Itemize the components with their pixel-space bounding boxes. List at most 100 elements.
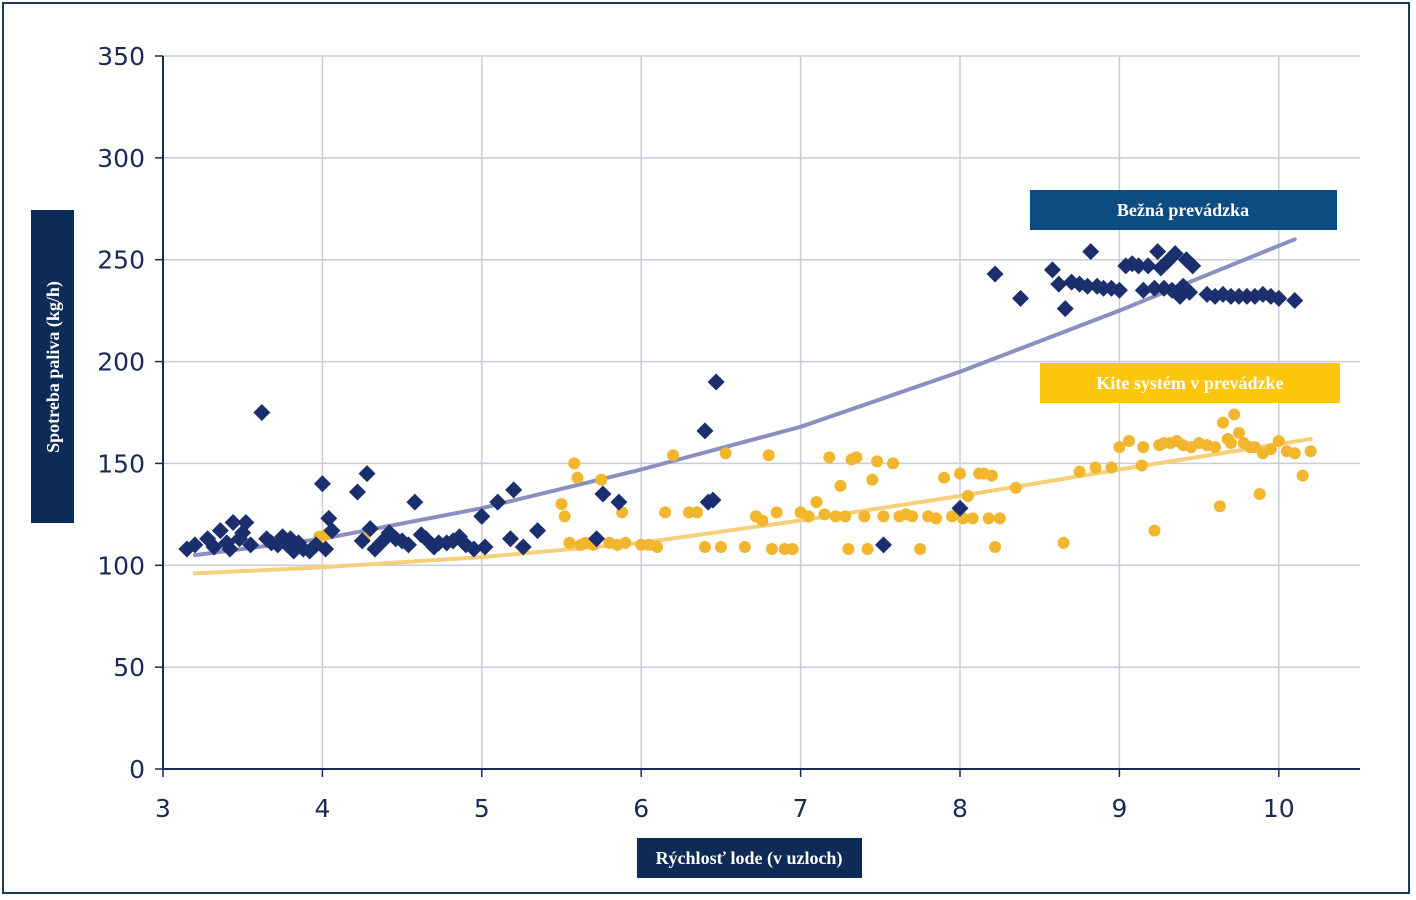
data-point-diamond — [1130, 257, 1148, 275]
data-point-circle — [858, 510, 871, 523]
data-point-circle — [954, 467, 966, 480]
data-point-diamond — [1184, 257, 1202, 275]
data-point-circle — [563, 536, 576, 549]
data-point-diamond — [323, 522, 341, 540]
data-point-diamond — [588, 530, 606, 548]
data-point-circle — [1224, 437, 1237, 450]
y-axis-label: Spotreba paliva (kg/h) — [43, 281, 64, 453]
data-point-circle — [558, 510, 571, 523]
data-point-diamond — [406, 493, 424, 511]
data-point-circle — [1148, 524, 1161, 537]
data-point-diamond — [529, 522, 547, 540]
data-point-diamond — [1270, 289, 1288, 307]
y-tick-label: 150 — [97, 449, 145, 478]
data-point-diamond — [1056, 300, 1074, 318]
data-point-diamond — [1012, 289, 1030, 307]
trend-line-1 — [192, 437, 1313, 576]
data-point-diamond — [476, 538, 494, 556]
data-point-circle — [738, 540, 751, 553]
data-point-diamond — [1139, 257, 1157, 275]
data-point-circle — [1089, 461, 1102, 474]
data-point-circle — [802, 510, 815, 523]
data-point-diamond — [237, 514, 255, 532]
data-point-circle — [1296, 469, 1309, 482]
data-point-circle — [871, 455, 884, 468]
data-point-diamond — [1079, 277, 1097, 295]
data-point-diamond — [704, 491, 722, 509]
data-point-diamond — [186, 536, 204, 554]
data-point-diamond — [1149, 243, 1167, 261]
data-point-circle — [946, 510, 959, 523]
data-point-circle — [818, 508, 831, 521]
data-point-circle — [1009, 481, 1022, 494]
x-tick-label: 6 — [633, 794, 649, 823]
data-point-circle — [1253, 487, 1266, 500]
data-point-circle — [762, 449, 775, 462]
data-point-circle — [1137, 441, 1150, 454]
x-tick-label: 10 — [1263, 794, 1295, 823]
data-point-diamond — [317, 540, 335, 558]
y-tick-label: 0 — [129, 755, 145, 784]
legend-normal-swatch — [1030, 190, 1337, 230]
data-point-circle — [690, 506, 703, 519]
y-tick-label: 50 — [113, 653, 145, 682]
data-point-circle — [850, 451, 863, 464]
data-point-diamond — [253, 404, 271, 421]
data-point-diamond — [501, 530, 519, 548]
data-point-circle — [1228, 408, 1241, 421]
data-point-circle — [961, 490, 974, 503]
data-point-circle — [982, 512, 995, 525]
data-point-diamond — [358, 465, 376, 483]
data-point-circle — [839, 510, 852, 523]
data-point-circle — [914, 542, 927, 555]
y-tick-label: 300 — [97, 144, 145, 173]
data-point-diamond — [489, 493, 507, 511]
data-point-diamond — [353, 532, 371, 550]
data-point-circle — [571, 471, 584, 484]
x-tick-label: 4 — [314, 794, 330, 823]
data-points — [178, 243, 1317, 560]
data-point-circle — [877, 510, 890, 523]
data-point-circle — [930, 512, 943, 525]
y-tick-label: 200 — [97, 348, 145, 377]
data-point-circle — [619, 536, 632, 549]
data-point-diamond — [696, 422, 714, 440]
axes — [155, 55, 1360, 777]
data-point-diamond — [361, 520, 379, 538]
grid-lines — [163, 55, 1360, 769]
data-point-diamond — [514, 538, 532, 556]
trend-line-0 — [192, 237, 1297, 558]
data-point-circle — [555, 498, 568, 511]
x-axis-label: Rýchlosť lode (v uzloch) — [656, 848, 843, 869]
data-point-diamond — [1134, 281, 1152, 299]
data-point-circle — [1073, 465, 1086, 478]
y-tick-label: 350 — [97, 42, 145, 71]
data-point-circle — [1272, 435, 1285, 448]
data-point-circle — [1288, 447, 1301, 460]
data-point-circle — [698, 540, 711, 553]
data-point-diamond — [473, 507, 491, 525]
data-point-diamond — [951, 499, 969, 517]
data-point-diamond — [1110, 281, 1128, 299]
data-point-circle — [1232, 426, 1245, 439]
data-point-circle — [823, 451, 836, 464]
data-point-diamond — [320, 509, 338, 527]
data-point-diamond — [242, 536, 260, 554]
y-tick-label: 100 — [97, 551, 145, 580]
data-point-diamond — [1043, 261, 1061, 279]
tick-labels: 0 50 100 150 200 250 300 350 3 4 5 6 7 8 9 10 — [97, 42, 1294, 823]
data-point-circle — [989, 540, 1002, 553]
data-point-circle — [861, 542, 874, 555]
data-point-circle — [756, 514, 769, 527]
data-point-circle — [810, 496, 823, 509]
y-tick-label: 250 — [97, 246, 145, 275]
x-tick-label: 3 — [155, 794, 171, 823]
data-point-circle — [993, 512, 1006, 525]
legend-normal-label: Bežná prevádzka — [1117, 200, 1249, 220]
data-point-circle — [659, 506, 672, 519]
data-point-circle — [829, 510, 842, 523]
data-point-diamond — [1050, 275, 1068, 293]
data-point-diamond — [1145, 279, 1163, 297]
data-point-circle — [1105, 461, 1118, 474]
